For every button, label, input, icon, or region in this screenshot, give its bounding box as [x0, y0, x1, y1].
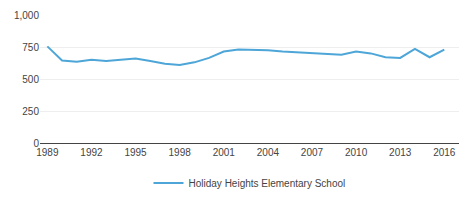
svg-text:750: 750	[22, 42, 39, 53]
svg-text:500: 500	[22, 74, 39, 85]
svg-text:2016: 2016	[433, 147, 456, 158]
svg-text:0: 0	[33, 138, 39, 149]
svg-text:1992: 1992	[80, 147, 103, 158]
svg-text:2013: 2013	[389, 147, 412, 158]
svg-text:2010: 2010	[345, 147, 368, 158]
svg-text:1995: 1995	[124, 147, 147, 158]
svg-text:1989: 1989	[36, 147, 59, 158]
svg-text:2001: 2001	[213, 147, 236, 158]
svg-text:Holiday Heights Elementary Sch: Holiday Heights Elementary School	[189, 178, 346, 189]
svg-text:250: 250	[22, 106, 39, 117]
svg-text:1998: 1998	[169, 147, 192, 158]
svg-text:2004: 2004	[257, 147, 280, 158]
svg-text:2007: 2007	[301, 147, 324, 158]
svg-text:1,000: 1,000	[14, 10, 39, 21]
